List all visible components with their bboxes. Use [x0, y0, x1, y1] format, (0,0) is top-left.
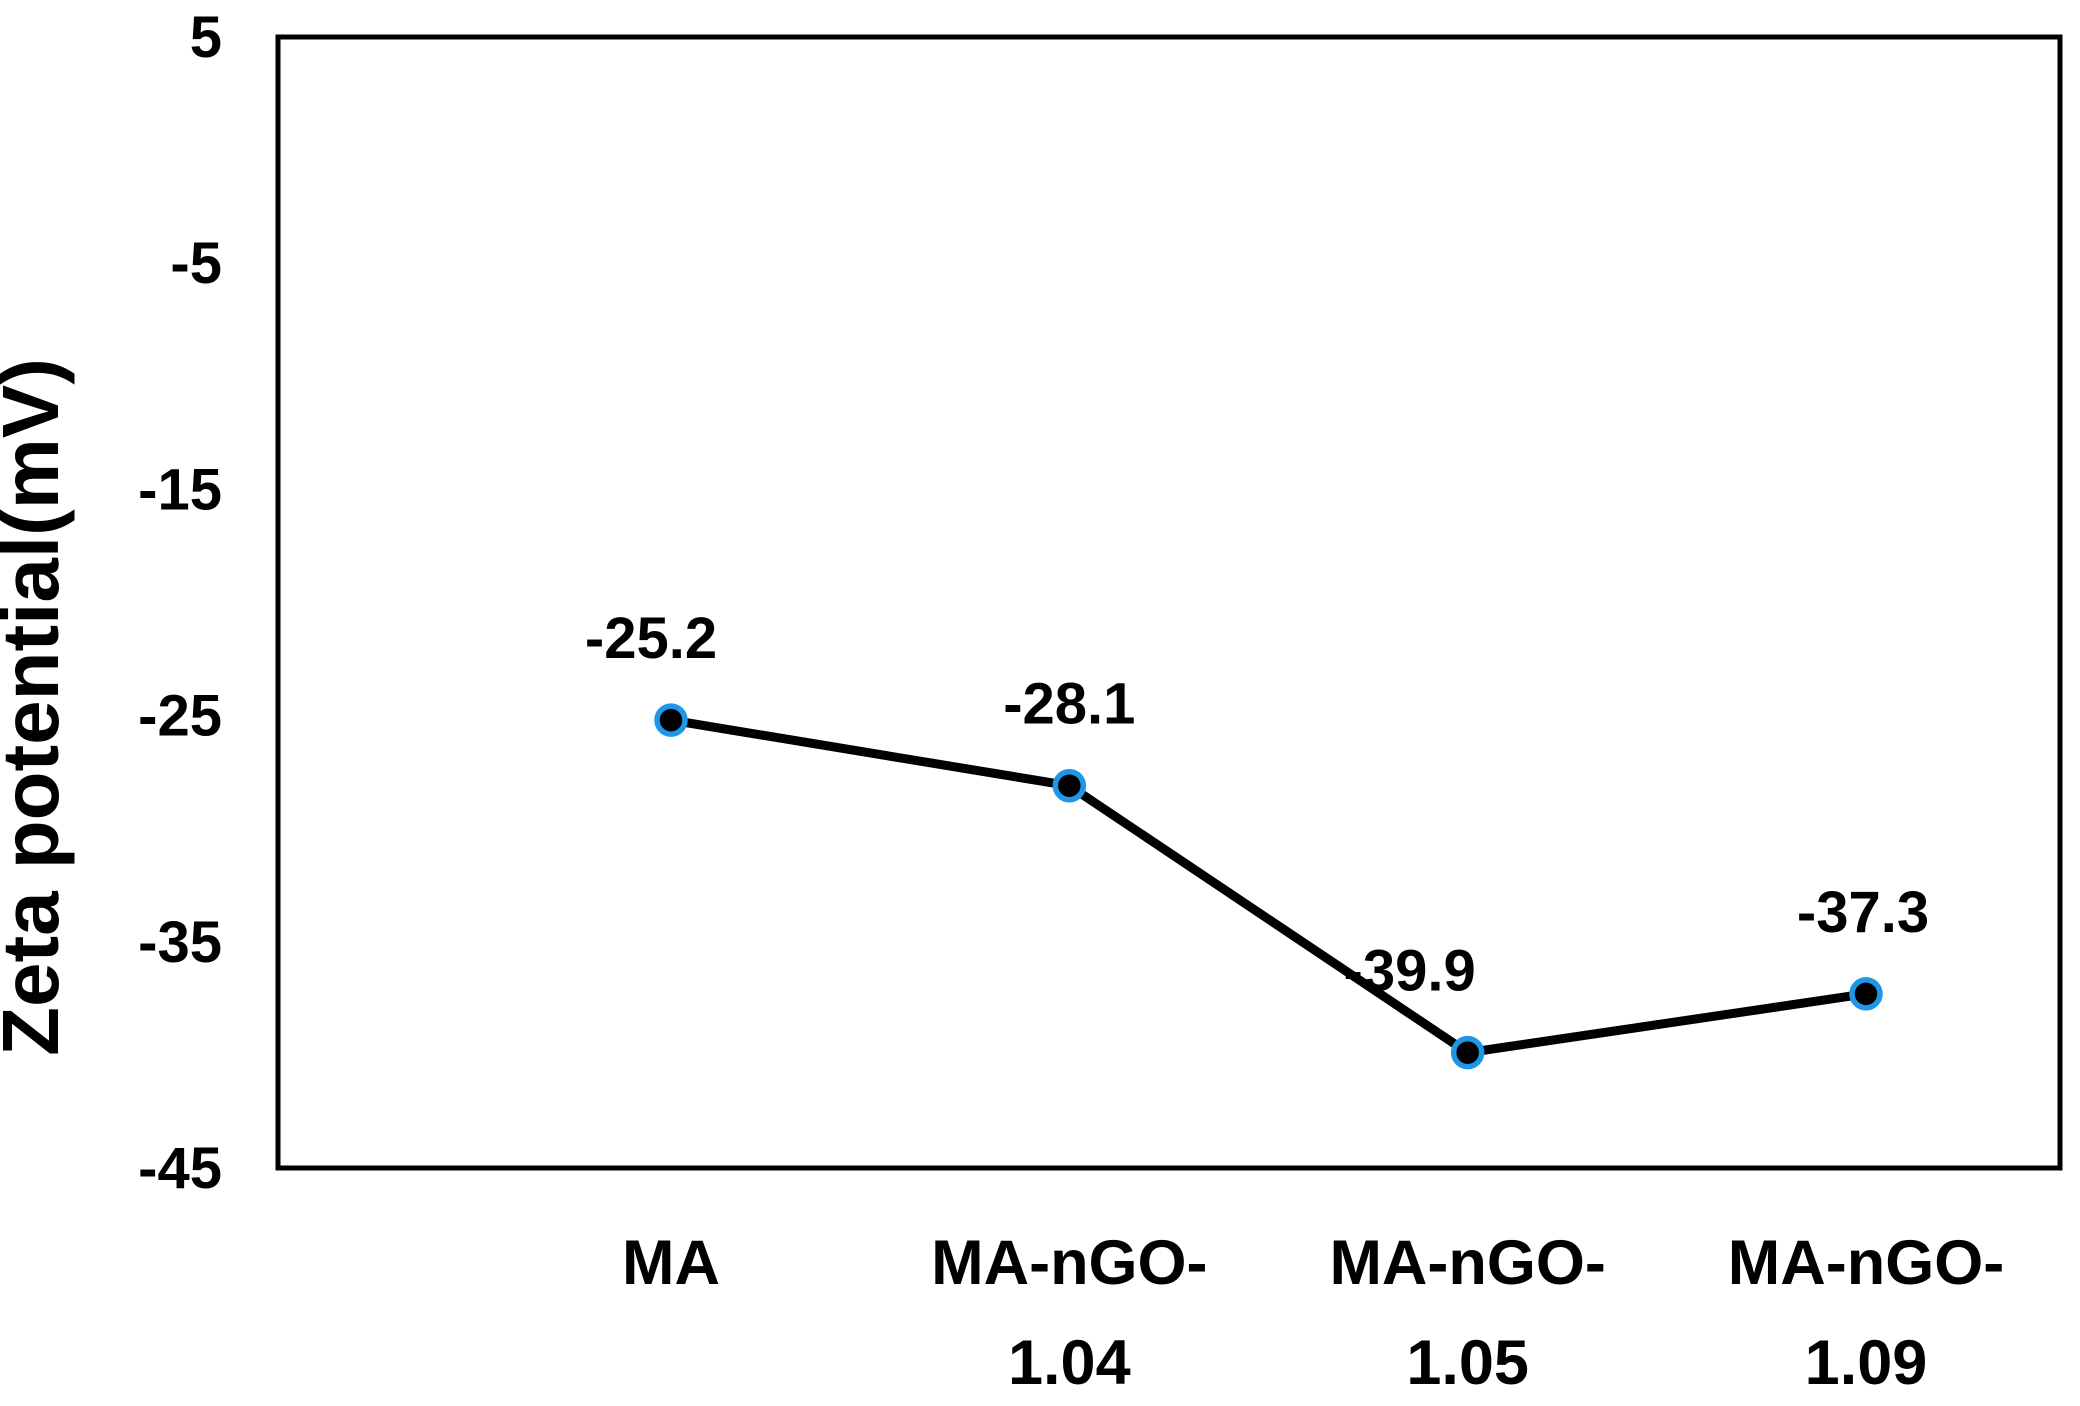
x-category-label: 1.05 [1406, 1328, 1529, 1398]
data-point-marker [654, 703, 688, 737]
x-category-label: 1.09 [1805, 1328, 1928, 1398]
x-category-label: 1.04 [1008, 1328, 1131, 1398]
data-label: -39.9 [1344, 939, 1476, 1004]
series-line-group [666, 715, 1871, 1058]
x-axis-category-labels: MA MA-nGO- 1.04 MA-nGO- 1.05 MA-nGO- 1.09 [622, 1228, 2004, 1398]
data-label: -25.2 [585, 606, 717, 671]
data-point-marker [1052, 768, 1087, 803]
data-point-markers [654, 703, 1883, 1070]
y-axis-tick-labels: 5 -5 -15 -25 -35 -45 [138, 5, 222, 1201]
data-label: -37.3 [1797, 880, 1929, 945]
data-point-marker [1849, 977, 1883, 1011]
data-point-marker [1450, 1035, 1485, 1070]
x-category-label: MA-nGO- [1329, 1228, 1605, 1298]
y-axis-title: Zeta potential(mV) [0, 358, 75, 1056]
y-tick-label: -15 [138, 457, 222, 522]
data-label: -28.1 [1003, 672, 1135, 737]
y-tick-label: -45 [138, 1136, 222, 1201]
data-point-value-labels: -25.2 -28.1 -39.9 -37.3 [585, 606, 1929, 1004]
y-tick-label: -25 [138, 684, 222, 749]
y-tick-label: -5 [170, 231, 222, 296]
series-line [666, 715, 1871, 1058]
x-category-label: MA [622, 1228, 720, 1298]
x-category-label: MA-nGO- [1728, 1228, 2004, 1298]
y-tick-label: -35 [138, 910, 222, 975]
plot-area-border [275, 34, 2063, 1171]
x-category-label: MA-nGO- [931, 1228, 1207, 1298]
y-tick-label: 5 [190, 5, 222, 70]
